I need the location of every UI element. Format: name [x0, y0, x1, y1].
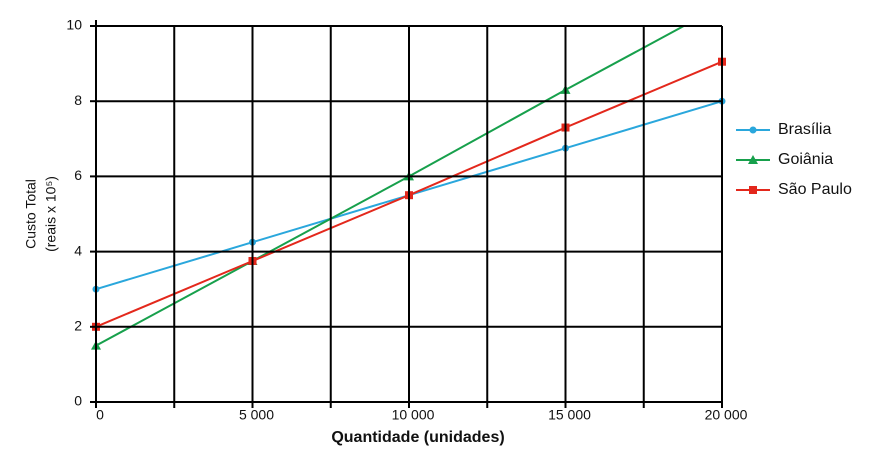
- x-tick-label: 20 000: [705, 407, 748, 423]
- y-tick-label: 0: [74, 393, 82, 409]
- marker: [749, 186, 757, 194]
- y-tick-label: 2: [74, 318, 82, 334]
- x-tick-label: 0: [96, 407, 104, 423]
- marker: [748, 155, 758, 164]
- legend-label: Brasília: [778, 121, 831, 138]
- x-axis-label: Quantidade (unidades): [331, 429, 504, 446]
- legend-label: Goiânia: [778, 151, 833, 168]
- y-axis-label: Custo Total: [23, 179, 39, 249]
- marker: [717, 0, 727, 9]
- marker: [749, 126, 757, 134]
- legend-label: São Paulo: [778, 181, 852, 198]
- y-tick-label: 8: [74, 92, 82, 108]
- y-axis-label: (reais x 10⁵): [43, 176, 59, 252]
- x-tick-label: 15 000: [548, 407, 591, 423]
- y-tick-label: 6: [74, 167, 82, 183]
- y-tick-label: 10: [66, 17, 82, 33]
- y-tick-label: 4: [74, 242, 82, 258]
- x-tick-label: 5 000: [239, 407, 274, 423]
- x-tick-label: 10 000: [392, 407, 435, 423]
